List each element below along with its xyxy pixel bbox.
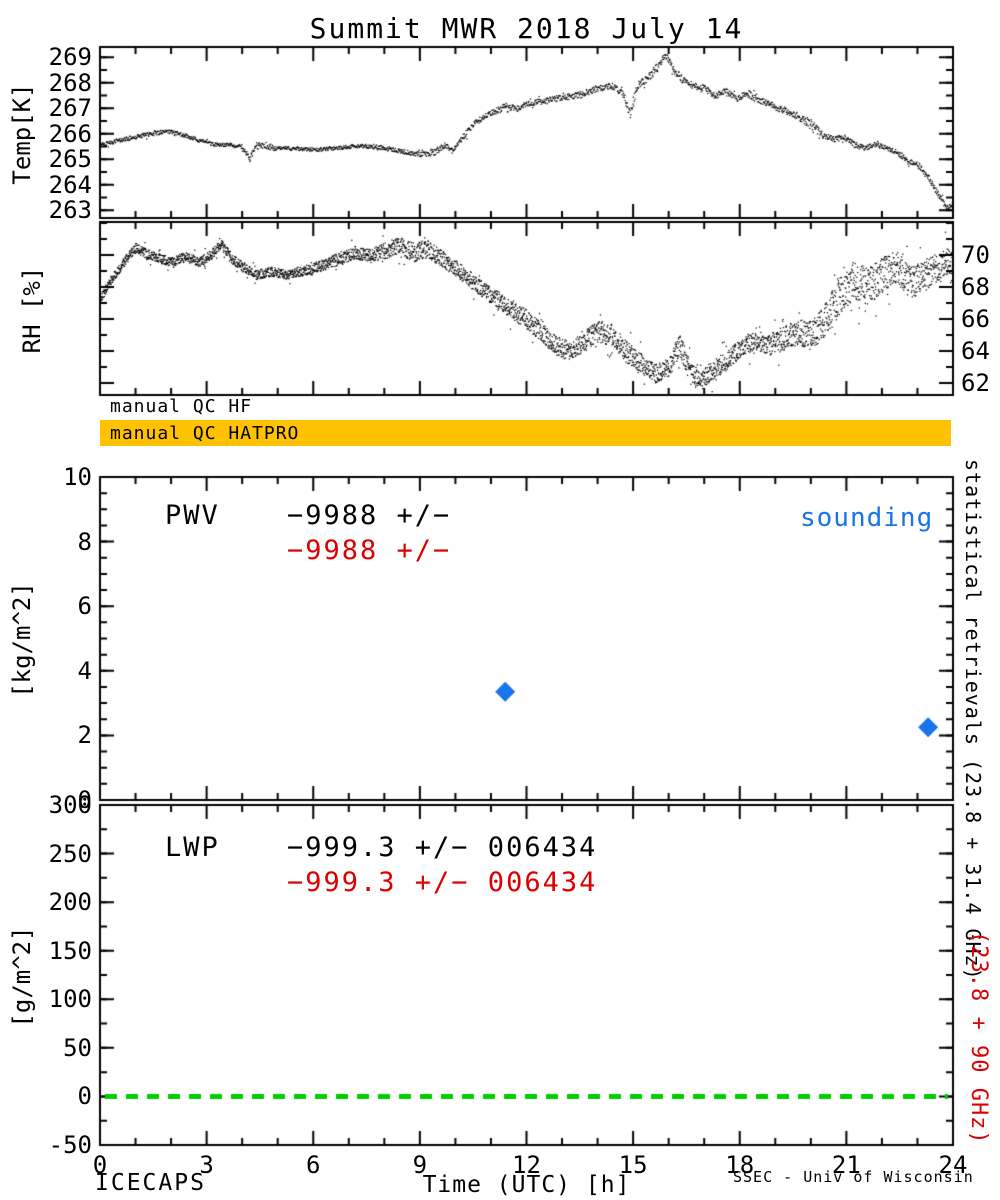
pwv-stat-red: −9988 +/− — [287, 535, 452, 566]
lwp-y-tick-label: 100 — [48, 985, 92, 1014]
temp-y-tick-label: 264 — [48, 170, 92, 199]
chart-title: Summit MWR 2018 July 14 — [309, 12, 744, 45]
lwp-y-tick-label: 300 — [48, 791, 92, 819]
lwp-y-tick-label: 250 — [48, 839, 92, 868]
rh-y-axis-title: RH [%] — [18, 266, 46, 354]
project-name-label: ICECAPS — [95, 1170, 206, 1196]
x-tick-label: 3 — [199, 1151, 214, 1179]
x-axis-title: Time (UTC) [h] — [422, 1172, 631, 1198]
temp-y-tick-label: 265 — [48, 145, 92, 174]
x-tick-label: 0 — [92, 1151, 108, 1179]
retrieval-method-label: statistical retrievals (23.8 + 31.4 GHz) — [961, 459, 985, 981]
sounding-legend-label: sounding — [800, 503, 934, 533]
institution-label: SSEC - Univ of Wisconsin — [733, 1168, 974, 1186]
pwv-y-tick-label: 10 — [63, 463, 92, 491]
x-tick-label: 9 — [412, 1151, 428, 1179]
lwp-y-tick-label: 200 — [48, 888, 92, 917]
x-tick-label: 15 — [618, 1151, 648, 1179]
pwv-stat-black: −9988 +/− — [287, 500, 452, 531]
pwv-y-tick-label: 2 — [77, 721, 92, 750]
lwp-frequency-label: (23.8 + 90 GHz) — [966, 931, 991, 1145]
rh-y-tick-label: 68 — [961, 272, 990, 301]
x-tick-label: 21 — [831, 1151, 861, 1179]
pwv-y-tick-label: 6 — [77, 592, 92, 621]
lwp-stat-black: −999.3 +/− 006434 — [287, 832, 598, 863]
temp-y-tick-label: 268 — [48, 68, 92, 97]
lwp-panel-name: LWP — [165, 832, 220, 863]
rh-y-tick-label: 70 — [961, 240, 990, 269]
pwv-panel-name: PWV — [165, 500, 220, 531]
rh-y-tick-label: 64 — [961, 336, 990, 365]
pwv-y-tick-label: 8 — [77, 527, 92, 556]
x-tick-label: 18 — [725, 1151, 755, 1179]
pwv-y-tick-label: 0 — [77, 786, 92, 814]
qc-hf-label: manual QC HF — [110, 396, 253, 417]
lwp-y-tick-label: 150 — [48, 936, 92, 965]
qc-hatpro-label: manual QC HATPRO — [110, 423, 300, 444]
temp-y-tick-label: 263 — [48, 196, 92, 225]
x-tick-label: 12 — [512, 1151, 541, 1179]
qc-hatpro-bar: manual QC HATPRO — [100, 420, 951, 446]
temp-y-tick-label: 266 — [48, 119, 92, 148]
lwp-y-tick-label: 0 — [77, 1082, 92, 1111]
lwp-y-tick-label: -50 — [48, 1131, 92, 1159]
temp-y-tick-label: 269 — [48, 43, 92, 72]
lwp-y-tick-label: 50 — [63, 1033, 92, 1062]
rh-y-tick-label: 62 — [961, 368, 990, 397]
pwv-y-tick-label: 4 — [77, 656, 92, 685]
lwp-stat-red: −999.3 +/− 006434 — [287, 867, 598, 898]
temp-y-tick-label: 267 — [48, 94, 92, 123]
x-tick-label: 6 — [306, 1151, 321, 1179]
rh-y-tick-label: 66 — [961, 304, 990, 333]
x-tick-label: 24 — [938, 1151, 968, 1179]
